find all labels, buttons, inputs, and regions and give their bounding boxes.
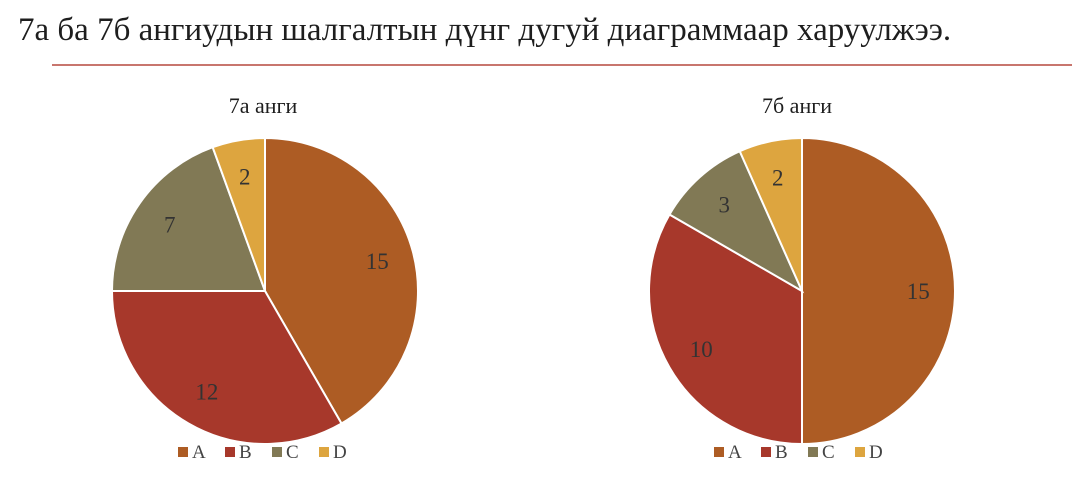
legend-label-d: D [869, 442, 883, 463]
pie-slice-a [264, 136, 419, 425]
data-label-a: 15 [907, 279, 930, 304]
pie-slice-a [801, 136, 956, 446]
pie-chart-2: 7б анги 15 10 3 2 A B C D [648, 93, 956, 463]
chart-title: 7б анги [762, 93, 832, 118]
pie-slice-d [738, 136, 803, 292]
legend-swatch-b [761, 447, 771, 457]
pie-chart-1: 7а анги 15 12 7 2 A B C D [110, 93, 419, 463]
pie-slice-b [648, 213, 803, 446]
data-label-d: 2 [772, 165, 784, 190]
pie-slice-c [668, 149, 805, 294]
pie-slice-d [211, 136, 266, 292]
legend-label-c: C [822, 442, 835, 463]
legend-swatch-a [178, 447, 188, 457]
legend-label-b: B [775, 442, 788, 463]
chart-title: 7а анги [229, 93, 298, 118]
legend-label-b: B [239, 442, 252, 463]
legend-label-c: C [286, 442, 299, 463]
data-label-b: 12 [195, 380, 218, 405]
page-title: 7а ба 7б ангиудын шалгалтын дүнг дугуй д… [18, 12, 952, 48]
legend-swatch-d [855, 447, 865, 457]
data-label-c: 7 [164, 212, 176, 237]
chart-legend: A B C D [178, 442, 347, 463]
pie-slice-c [110, 145, 267, 292]
legend-label-d: D [333, 442, 347, 463]
title-divider [52, 64, 1072, 66]
chart-legend: A B C D [714, 442, 883, 463]
legend-label-a: A [728, 442, 742, 463]
legend-swatch-b [225, 447, 235, 457]
legend-label-a: A [192, 442, 206, 463]
data-label-b: 10 [690, 337, 713, 362]
pie-slice-b [110, 290, 343, 445]
data-label-c: 3 [718, 193, 730, 218]
legend-swatch-d [319, 447, 329, 457]
legend-swatch-a [714, 447, 724, 457]
data-label-a: 15 [366, 249, 389, 274]
legend-swatch-c [272, 447, 282, 457]
legend-swatch-c [808, 447, 818, 457]
data-label-d: 2 [239, 165, 251, 190]
